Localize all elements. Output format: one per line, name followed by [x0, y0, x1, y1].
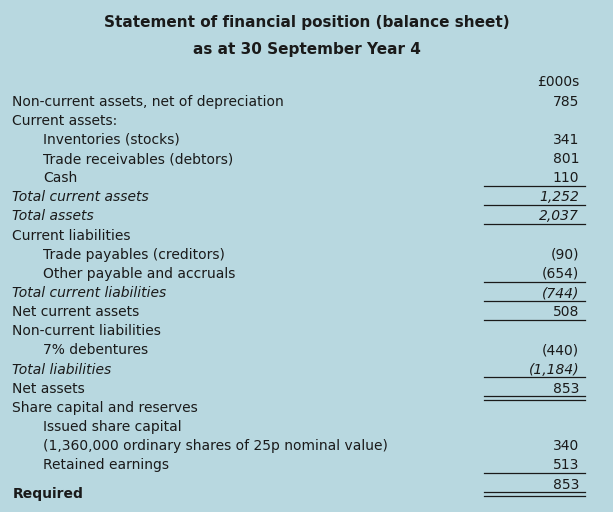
- Text: Statement of financial position (balance sheet): Statement of financial position (balance…: [104, 15, 509, 30]
- Text: 801: 801: [553, 152, 579, 166]
- Text: Total assets: Total assets: [12, 209, 94, 223]
- Text: 7% debentures: 7% debentures: [43, 344, 148, 357]
- Text: Non-current assets, net of depreciation: Non-current assets, net of depreciation: [12, 95, 284, 109]
- Text: (440): (440): [542, 344, 579, 357]
- Text: 508: 508: [553, 305, 579, 319]
- Text: £000s: £000s: [537, 75, 579, 89]
- Text: Total current assets: Total current assets: [12, 190, 149, 204]
- Text: Share capital and reserves: Share capital and reserves: [12, 401, 198, 415]
- Text: as at 30 September Year 4: as at 30 September Year 4: [192, 42, 421, 57]
- Text: Required: Required: [12, 487, 83, 501]
- Text: 110: 110: [553, 171, 579, 185]
- Text: Trade receivables (debtors): Trade receivables (debtors): [43, 152, 233, 166]
- Text: 853: 853: [553, 382, 579, 396]
- Text: Net current assets: Net current assets: [12, 305, 140, 319]
- Text: (654): (654): [542, 267, 579, 281]
- Text: 513: 513: [553, 458, 579, 473]
- Text: (90): (90): [551, 248, 579, 262]
- Text: Inventories (stocks): Inventories (stocks): [43, 133, 180, 147]
- Text: Retained earnings: Retained earnings: [43, 458, 169, 473]
- Text: (744): (744): [542, 286, 579, 300]
- Text: Non-current liabilities: Non-current liabilities: [12, 324, 161, 338]
- Text: Other payable and accruals: Other payable and accruals: [43, 267, 235, 281]
- Text: Issued share capital: Issued share capital: [43, 420, 181, 434]
- Text: Net assets: Net assets: [12, 382, 85, 396]
- Text: 340: 340: [553, 439, 579, 453]
- Text: 785: 785: [553, 95, 579, 109]
- Text: (1,360,000 ordinary shares of 25p nominal value): (1,360,000 ordinary shares of 25p nomina…: [43, 439, 388, 453]
- Text: Trade payables (creditors): Trade payables (creditors): [43, 248, 225, 262]
- Text: Total current liabilities: Total current liabilities: [12, 286, 167, 300]
- Text: Current assets:: Current assets:: [12, 114, 118, 127]
- Text: 2,037: 2,037: [539, 209, 579, 223]
- Text: 853: 853: [553, 478, 579, 492]
- Text: Cash: Cash: [43, 171, 77, 185]
- Text: Current liabilities: Current liabilities: [12, 228, 131, 243]
- Text: 1,252: 1,252: [539, 190, 579, 204]
- Text: Total liabilities: Total liabilities: [12, 362, 112, 377]
- Text: (1,184): (1,184): [528, 362, 579, 377]
- Text: 341: 341: [553, 133, 579, 147]
